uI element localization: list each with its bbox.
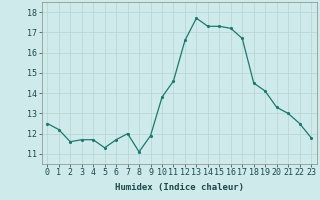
X-axis label: Humidex (Indice chaleur): Humidex (Indice chaleur)	[115, 183, 244, 192]
